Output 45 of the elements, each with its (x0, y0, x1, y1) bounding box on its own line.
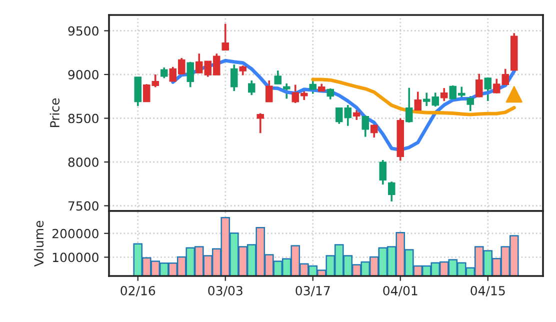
candlestick (362, 114, 369, 138)
candlestick (196, 52, 203, 74)
candlestick (256, 112, 264, 134)
y-tick-label: 9000 (68, 70, 98, 80)
candlestick (143, 83, 150, 103)
candlestick (239, 64, 246, 76)
candlestick (432, 92, 439, 108)
candlestick (406, 86, 413, 124)
candlestick (152, 74, 159, 88)
candlestick (266, 80, 273, 103)
candlestick (326, 88, 334, 100)
candlestick (353, 109, 360, 121)
y-tick-label: 9500 (68, 26, 98, 36)
candlestick (160, 66, 168, 80)
candlestick (466, 95, 474, 112)
candlestick (230, 64, 238, 92)
x-tick-label: 04/01 (383, 286, 418, 296)
x-tick-label: 03/17 (296, 286, 330, 296)
candlestick (423, 92, 430, 107)
candlestick (493, 78, 500, 94)
candlestick (414, 90, 422, 112)
candlestick (222, 22, 229, 52)
y-tick-label: 100000 (52, 252, 98, 262)
y-axis-title: Volume (34, 220, 44, 267)
candlestick (248, 80, 256, 96)
y-axis-title: Price (50, 98, 60, 128)
candlestick (283, 82, 290, 100)
candlestick (502, 68, 509, 86)
candlestick (309, 80, 316, 95)
x-tick-label: 02/16 (120, 286, 156, 296)
candlestick (484, 76, 492, 102)
candlestick (440, 87, 448, 102)
candlestick (476, 72, 483, 98)
candlestick (388, 180, 396, 202)
y-tick-label: 7500 (68, 201, 98, 211)
candlestick (186, 60, 194, 88)
candlestick (336, 106, 343, 125)
x-tick-label: 04/15 (470, 286, 505, 296)
candlestick (344, 104, 352, 127)
x-tick-label: 03/03 (208, 286, 242, 296)
y-tick-label: 8000 (68, 157, 98, 167)
candlestick (379, 159, 386, 186)
y-tick-label: 200000 (52, 228, 98, 238)
y-tick-label: 8500 (68, 114, 98, 124)
candlestick (274, 70, 282, 86)
